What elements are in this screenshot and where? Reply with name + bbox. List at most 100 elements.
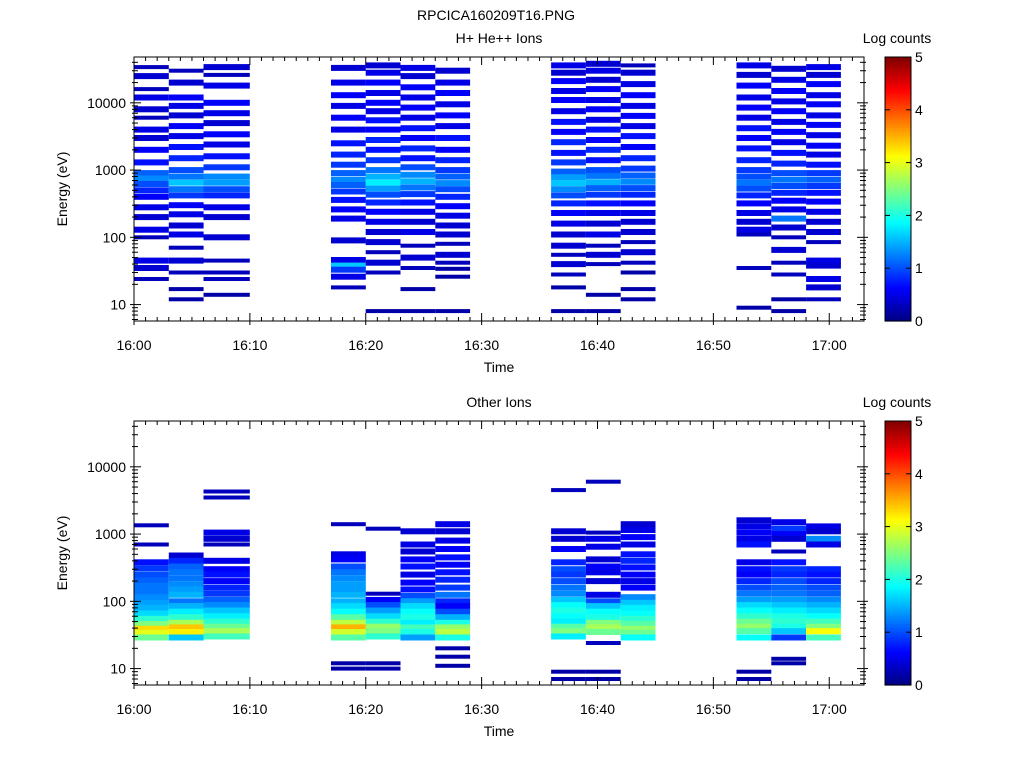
- colorbar-segment: [885, 219, 911, 223]
- heatmap-cell: [806, 584, 841, 591]
- colorbar-segment: [885, 586, 911, 589]
- heatmap-cell: [168, 123, 204, 130]
- colorbar-segment: [885, 568, 911, 572]
- colorbar-segment: [885, 627, 911, 631]
- heatmap-cell: [585, 677, 621, 681]
- colorbar-segment: [885, 305, 911, 309]
- heatmap-cell: [771, 590, 807, 597]
- heatmap-cell: [620, 102, 656, 109]
- colorbar-segment: [885, 180, 911, 183]
- colorbar-tick-label: 4: [915, 466, 923, 482]
- heatmap-cell: [168, 133, 204, 140]
- heatmap-cell: [551, 128, 586, 135]
- heatmap-cell: [806, 92, 841, 99]
- heatmap-cell: [585, 67, 621, 74]
- heatmap-cell: [806, 81, 841, 88]
- heatmap-cell: [551, 180, 586, 187]
- heatmap-cell: [736, 94, 772, 101]
- x-tick-label: 16:00: [116, 701, 151, 717]
- heatmap-cell: [168, 608, 204, 615]
- colorbar-segment: [885, 74, 911, 78]
- heatmap-cell: [435, 598, 471, 605]
- heatmap-cell: [435, 619, 471, 626]
- heatmap-cell: [435, 79, 471, 86]
- colorbar-segment: [885, 638, 911, 642]
- heatmap-cell: [365, 618, 401, 625]
- x-tick-label: 16:20: [348, 337, 383, 353]
- heatmap-cell: [620, 534, 656, 541]
- heatmap-cell: [620, 200, 656, 207]
- heatmap-cell: [771, 571, 807, 578]
- heatmap-cell: [585, 167, 621, 174]
- heatmap-cell: [620, 112, 656, 119]
- heatmap-cell: [736, 566, 772, 573]
- heatmap-cell: [435, 569, 471, 576]
- heatmap-cell: [585, 243, 621, 248]
- heatmap-cell: [551, 272, 586, 277]
- heatmap-cell: [134, 106, 169, 113]
- heatmap-cell: [585, 629, 621, 635]
- heatmap-cell: [806, 229, 841, 235]
- colorbar-segment: [885, 270, 911, 274]
- colorbar-segment: [885, 608, 911, 611]
- heatmap-cell: [168, 634, 204, 641]
- colorbar-segment: [885, 605, 911, 609]
- colorbar-segment: [885, 239, 911, 243]
- heatmap-cell: [771, 170, 807, 177]
- heatmap-cell: [551, 108, 586, 115]
- heatmap-cell: [771, 65, 807, 72]
- colorbar-segment: [885, 98, 911, 102]
- colorbar-segment: [885, 656, 911, 660]
- colorbar-segment: [885, 588, 911, 591]
- heatmap-cell: [585, 624, 621, 631]
- heatmap-cell: [585, 210, 621, 216]
- heatmap-cell: [551, 159, 586, 166]
- colorbar-segment: [885, 252, 911, 256]
- heatmap-cell: [806, 618, 841, 625]
- colorbar-segment: [885, 131, 911, 135]
- heatmap-cell: [435, 608, 471, 615]
- colorbar-segment: [885, 123, 911, 126]
- heatmap-cell: [551, 623, 586, 630]
- colorbar-segment: [885, 645, 911, 649]
- heatmap-cell: [400, 571, 436, 578]
- colorbar-segment: [885, 660, 911, 664]
- heatmap-cell: [134, 629, 169, 636]
- colorbar-tick-label: 5: [915, 413, 923, 429]
- colorbar-segment: [885, 509, 911, 512]
- colorbar-segment: [885, 619, 911, 622]
- heatmap-cell: [365, 270, 401, 275]
- colorbar: 0 1 2 3 4 5 Log counts: [863, 30, 932, 329]
- heatmap-cell: [551, 252, 586, 257]
- colorbar-tick-label: 2: [915, 207, 923, 223]
- colorbar-segment: [885, 520, 911, 523]
- heatmap-cell: [585, 569, 621, 576]
- heatmap-cell: [806, 71, 841, 78]
- heatmap-cell: [620, 249, 656, 256]
- heatmap-cell: [585, 591, 621, 598]
- colorbar-segment: [885, 72, 911, 76]
- colorbar-segment: [885, 222, 911, 225]
- colorbar-segment: [885, 162, 911, 166]
- panel-title: H+ He++ Ions: [456, 30, 543, 46]
- heatmap-cell: [736, 218, 772, 225]
- colorbar-segment: [885, 542, 911, 545]
- heatmap-cell: [168, 202, 204, 209]
- colorbar-segment: [885, 314, 911, 318]
- heatmap-cell: [620, 172, 656, 179]
- heatmap-cell: [620, 521, 656, 528]
- heatmap-cell: [203, 120, 250, 127]
- heatmap-cell: [585, 619, 621, 626]
- heatmap-cell: [203, 489, 250, 494]
- heatmap-cell: [806, 607, 841, 614]
- heatmap-cell: [435, 546, 471, 552]
- colorbar-segment: [885, 195, 911, 199]
- colorbar-segment: [885, 583, 911, 587]
- heatmap-cell: [771, 634, 807, 641]
- colorbar-segment: [885, 142, 911, 146]
- heatmap-cell: [435, 576, 471, 583]
- colorbar-segment: [885, 526, 911, 530]
- heatmap-cell: [585, 200, 621, 207]
- colorbar-segment: [885, 674, 911, 677]
- heatmap-cell: [585, 126, 621, 133]
